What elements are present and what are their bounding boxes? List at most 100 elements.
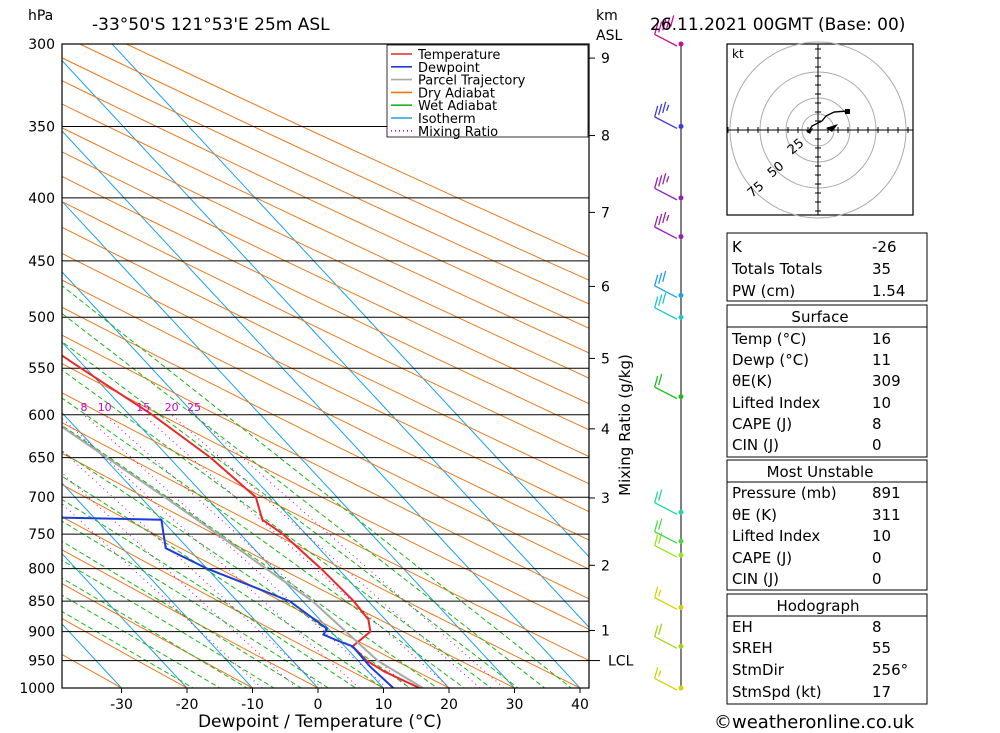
wind-barb <box>654 211 684 240</box>
wind-barb <box>654 15 684 47</box>
wind-barb-dot <box>678 509 684 515</box>
pressure-tick-label: 600 <box>28 408 55 424</box>
pressure-tick-label: 650 <box>28 451 55 467</box>
hodograph-indices-box <box>726 593 928 705</box>
wind-barb-feather <box>658 21 663 33</box>
pressure-tick-label: 500 <box>28 310 55 326</box>
parcel-trajectory-profile <box>62 425 424 688</box>
dry-adiabat-line <box>62 80 589 329</box>
legend-entry: Dry Adiabat <box>418 86 495 101</box>
pressure-tick-label: 800 <box>28 562 55 578</box>
indices-tables: K -26 Totals Totals 35 PW (cm) 1.54 Surf… <box>726 232 928 705</box>
mixing-ratio-label: 25 <box>187 401 201 414</box>
wind-barb-staff <box>654 226 678 240</box>
isotherm-line <box>62 271 450 688</box>
surface-temp-value: 16 <box>872 330 891 348</box>
wind-barb-dot <box>678 292 684 298</box>
wind-barb-dot <box>678 394 684 400</box>
wind-barb-feather <box>654 177 659 189</box>
eh-value: 8 <box>872 618 882 636</box>
wind-barb <box>654 518 684 544</box>
legend-entry: Wet Adiabat <box>418 99 497 114</box>
wind-barb-half-feather <box>658 589 662 596</box>
isotherm-line <box>62 623 123 688</box>
wind-barb-feather <box>654 520 659 532</box>
hodograph-unit-label: kt <box>732 47 744 61</box>
hodograph-trace <box>808 110 848 132</box>
wind-barb-dot <box>678 685 684 691</box>
mixing-ratio-axis-title: Mixing Ratio (g/kg) <box>616 354 634 496</box>
wind-barb-feather <box>658 489 663 501</box>
km-tick-label: 8 <box>601 129 610 145</box>
mu-cape-label: CAPE (J) <box>732 549 792 567</box>
km-tick-label: 9 <box>601 51 610 67</box>
wet-adiabat-line <box>62 475 384 688</box>
dry-adiabat-line <box>62 127 589 379</box>
mixing-ratio-line <box>83 414 388 688</box>
eh-label: EH <box>732 618 753 636</box>
wet-adiabat-line <box>62 540 303 688</box>
mixing-ratio-line <box>193 414 505 688</box>
wind-barb-staff <box>654 285 678 298</box>
wet-adiabat-line <box>62 369 492 688</box>
wind-barb-staff <box>654 636 678 649</box>
km-tick-label: 5 <box>601 351 610 367</box>
wind-barb-staff <box>654 307 678 320</box>
x-axis-title: Dewpoint / Temperature (°C) <box>198 712 442 732</box>
wind-barb-half-feather <box>658 670 662 677</box>
hodograph: kt 25 50 75 <box>726 41 914 219</box>
dry-adiabat-line <box>62 484 450 688</box>
surface-li-value: 10 <box>872 394 891 412</box>
hodograph-origin-arrow <box>806 128 813 134</box>
dry-adiabat-line <box>62 422 581 688</box>
wind-barb-feather <box>662 292 667 304</box>
wind-barb-dot <box>678 123 684 129</box>
asl-label: ASL <box>596 28 622 44</box>
dry-adiabat-line <box>62 363 589 630</box>
km-tick-label: 1 <box>601 623 610 639</box>
wind-barb-staff <box>654 502 678 515</box>
legend-entry: Temperature <box>417 48 500 63</box>
mu-cin-label: CIN (J) <box>732 570 779 588</box>
hodograph-storm-motion-arrow <box>826 124 838 132</box>
index-tt-label: Totals Totals <box>731 260 823 278</box>
wet-adiabat-line <box>62 594 221 688</box>
surface-thetae-label: θE(K) <box>732 372 772 390</box>
hodograph-ticks <box>727 48 909 212</box>
legend-entry: Mixing Ratio <box>418 125 498 140</box>
copyright-link[interactable]: ©weatheronline.co.uk <box>714 712 915 733</box>
surface-box <box>726 304 928 458</box>
surface-dewp-label: Dewp (°C) <box>732 351 809 369</box>
pressure-tick-label: 950 <box>28 654 55 670</box>
most-unstable-title: Most Unstable <box>767 463 874 481</box>
wind-barb-feather <box>658 213 663 226</box>
surface-cape-value: 8 <box>872 415 882 433</box>
x-tick-label: 0 <box>314 697 323 713</box>
surface-cin-label: CIN (J) <box>732 436 779 454</box>
km-tick-label: 2 <box>601 558 610 574</box>
pressure-tick-label: 750 <box>28 527 55 543</box>
legend-entry: Isotherm <box>418 112 476 127</box>
x-tick-label: 40 <box>571 697 589 713</box>
isotherm-line <box>62 341 385 688</box>
wind-barb-staff <box>654 116 678 130</box>
wind-barb <box>654 373 684 400</box>
surface-li-label: Lifted Index <box>732 394 820 412</box>
dry-adiabat-line <box>62 201 589 458</box>
wind-barb-feather <box>654 105 659 118</box>
stmspd-label: StmSpd (kt) <box>732 683 822 701</box>
wind-barb-half-feather <box>666 104 670 112</box>
surface-thetae-value: 309 <box>872 372 901 390</box>
surface-dewp-value: 11 <box>872 351 891 369</box>
plot-frame <box>61 43 590 689</box>
isotherm-line <box>111 44 589 558</box>
wind-barb-half-feather <box>666 176 670 183</box>
wind-barb-staff <box>654 544 678 558</box>
stmdir-label: StmDir <box>732 661 785 679</box>
stmdir-value: 256° <box>872 661 908 679</box>
wind-barb-staff <box>654 677 678 691</box>
dry-adiabat-line <box>62 583 253 688</box>
wind-barb <box>654 270 684 298</box>
isotherm-line <box>62 411 319 688</box>
